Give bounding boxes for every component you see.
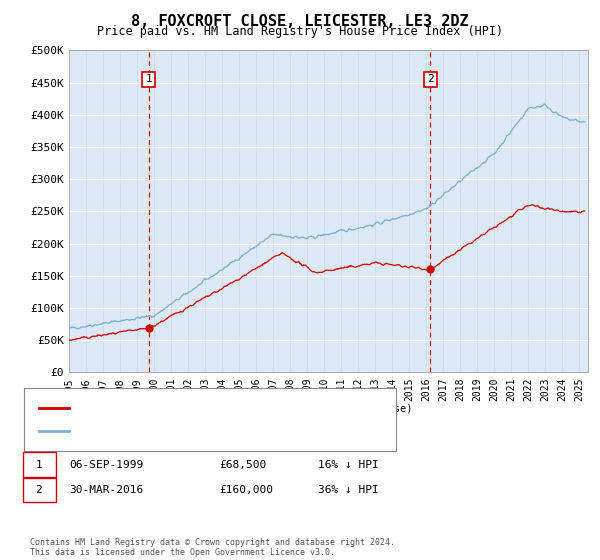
Text: 8, FOXCROFT CLOSE, LEICESTER, LE3 2DZ: 8, FOXCROFT CLOSE, LEICESTER, LE3 2DZ [131, 14, 469, 29]
Text: 8, FOXCROFT CLOSE, LEICESTER, LE3 2DZ (detached house): 8, FOXCROFT CLOSE, LEICESTER, LE3 2DZ (d… [75, 403, 413, 413]
Text: £160,000: £160,000 [219, 485, 273, 495]
Text: Price paid vs. HM Land Registry's House Price Index (HPI): Price paid vs. HM Land Registry's House … [97, 25, 503, 38]
Text: 36% ↓ HPI: 36% ↓ HPI [318, 485, 379, 495]
Text: 06-SEP-1999: 06-SEP-1999 [69, 460, 143, 470]
Text: 30-MAR-2016: 30-MAR-2016 [69, 485, 143, 495]
Text: Contains HM Land Registry data © Crown copyright and database right 2024.
This d: Contains HM Land Registry data © Crown c… [30, 538, 395, 557]
Text: 16% ↓ HPI: 16% ↓ HPI [318, 460, 379, 470]
Text: 1: 1 [145, 74, 152, 85]
Text: 2: 2 [35, 485, 43, 495]
Text: 1: 1 [35, 460, 43, 470]
Text: HPI: Average price, detached house, Leicester: HPI: Average price, detached house, Leic… [75, 426, 356, 436]
Text: £68,500: £68,500 [219, 460, 266, 470]
Text: 2: 2 [427, 74, 434, 85]
